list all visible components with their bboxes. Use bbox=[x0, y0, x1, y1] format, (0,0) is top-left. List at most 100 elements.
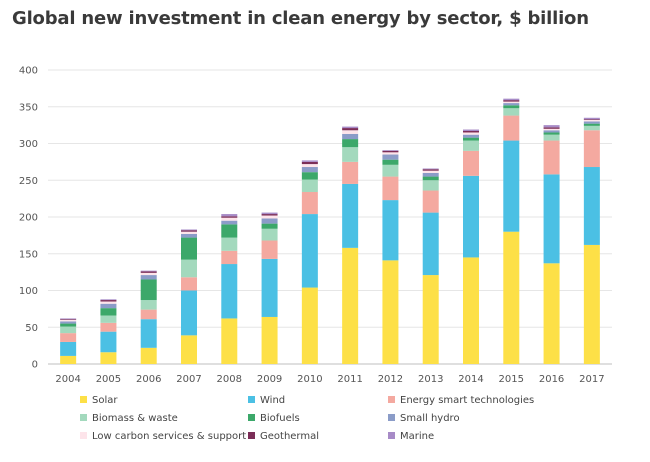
bar-stack bbox=[261, 212, 278, 364]
legend-label: Wind bbox=[260, 395, 285, 406]
bar-segment bbox=[221, 220, 238, 225]
y-tick-label: 400 bbox=[19, 66, 38, 77]
bar-segment bbox=[100, 331, 117, 353]
bar-segment bbox=[261, 240, 278, 259]
bar-stack bbox=[342, 126, 359, 364]
bar-segment bbox=[181, 230, 197, 232]
bar-segment bbox=[60, 323, 77, 327]
bar-segment bbox=[261, 258, 278, 317]
bar-segment bbox=[181, 290, 197, 336]
bar-segment bbox=[543, 125, 560, 128]
x-axis-tick-labels: 2004 2005 2006 2007 2008 2009 2010 2011 2012 2013… bbox=[55, 374, 604, 385]
bar-segment bbox=[382, 152, 399, 155]
bar-segment bbox=[463, 140, 479, 151]
bar-segment bbox=[463, 132, 479, 135]
bar-segment bbox=[342, 183, 359, 248]
bar-segment bbox=[543, 130, 560, 133]
bar-segment bbox=[422, 172, 439, 177]
x-tick-label: 2016 bbox=[539, 374, 564, 385]
legend-swatch bbox=[248, 432, 255, 439]
bar-segment bbox=[221, 250, 238, 265]
bar-stack bbox=[181, 229, 197, 364]
grid-lines bbox=[48, 69, 612, 365]
x-tick-label: 2010 bbox=[297, 374, 322, 385]
bar-segment bbox=[100, 315, 117, 323]
bar-segment bbox=[342, 126, 359, 129]
bar-segment bbox=[301, 167, 318, 173]
bar-segment bbox=[583, 130, 600, 168]
bar-segment bbox=[503, 100, 520, 102]
bar-stack bbox=[382, 150, 399, 364]
bar-segment bbox=[181, 231, 197, 234]
bar-segment bbox=[463, 129, 479, 132]
legend-swatch bbox=[248, 414, 255, 421]
bar-segment bbox=[100, 299, 117, 301]
bar-segment bbox=[301, 161, 318, 165]
bar-segment bbox=[60, 319, 77, 320]
bar-segment bbox=[60, 355, 77, 364]
bar-segment bbox=[221, 224, 238, 238]
legend-label: Small hydro bbox=[400, 413, 460, 424]
bar-segment bbox=[261, 215, 278, 219]
bar-segment bbox=[140, 272, 157, 276]
x-tick-label: 2012 bbox=[378, 374, 403, 385]
bar-stack bbox=[301, 160, 318, 364]
bar-segment bbox=[60, 318, 77, 320]
bar-segment bbox=[301, 179, 318, 193]
bar-segment bbox=[382, 176, 399, 201]
x-tick-label: 2008 bbox=[217, 374, 242, 385]
bar-segment bbox=[422, 170, 439, 173]
y-tick-label: 0 bbox=[32, 360, 38, 371]
bar-segment bbox=[543, 134, 560, 141]
legend-item: Solar bbox=[80, 395, 118, 406]
bar-segment bbox=[463, 134, 479, 138]
legend-label: Marine bbox=[400, 431, 434, 442]
bar-segment bbox=[100, 301, 117, 304]
x-tick-label: 2017 bbox=[579, 374, 604, 385]
bar-segment bbox=[583, 119, 600, 122]
bar-segment bbox=[543, 174, 560, 264]
bar-segment bbox=[181, 233, 197, 238]
bar-segment bbox=[140, 319, 157, 348]
bar-segment bbox=[543, 140, 560, 175]
bar-segment bbox=[140, 279, 157, 301]
bar-segment bbox=[60, 333, 77, 342]
bar-segment bbox=[140, 270, 157, 272]
legend: Solar Wind Energy smart technologies Biomas… bbox=[80, 395, 534, 442]
bar-segment bbox=[382, 150, 399, 153]
x-tick-label: 2005 bbox=[96, 374, 121, 385]
bar-segment bbox=[301, 164, 318, 168]
x-tick-label: 2004 bbox=[55, 374, 80, 385]
bar-segment bbox=[583, 117, 600, 120]
bar-segment bbox=[261, 223, 278, 229]
bar-segment bbox=[301, 287, 318, 364]
x-tick-label: 2009 bbox=[257, 374, 282, 385]
bar-segment bbox=[100, 352, 117, 364]
bar-segment bbox=[503, 108, 520, 116]
x-tick-label: 2014 bbox=[458, 374, 483, 385]
x-tick-label: 2011 bbox=[337, 374, 362, 385]
bar-stack bbox=[60, 318, 77, 364]
bar-stack bbox=[543, 125, 560, 364]
legend-label: Biofuels bbox=[260, 413, 300, 424]
bar-segment bbox=[100, 300, 117, 302]
bar-segment bbox=[60, 321, 77, 324]
bar-segment bbox=[382, 150, 399, 151]
bar-segment bbox=[221, 264, 238, 319]
legend-item: Wind bbox=[248, 395, 285, 406]
legend-label: Geothermal bbox=[260, 431, 319, 442]
legend-label: Solar bbox=[92, 395, 118, 406]
bar-segment bbox=[342, 130, 359, 134]
bar-segment bbox=[422, 176, 439, 181]
bar-segment bbox=[100, 308, 117, 316]
bar-segment bbox=[140, 309, 157, 320]
bar-segment bbox=[301, 172, 318, 180]
bar-segment bbox=[463, 257, 479, 364]
y-tick-label: 50 bbox=[25, 323, 38, 334]
bar-segment bbox=[422, 275, 439, 364]
bar-segment bbox=[221, 216, 238, 218]
bar-segment bbox=[140, 347, 157, 364]
legend-swatch bbox=[248, 396, 255, 403]
bar-segment bbox=[140, 300, 157, 310]
bar-segment bbox=[422, 169, 439, 171]
